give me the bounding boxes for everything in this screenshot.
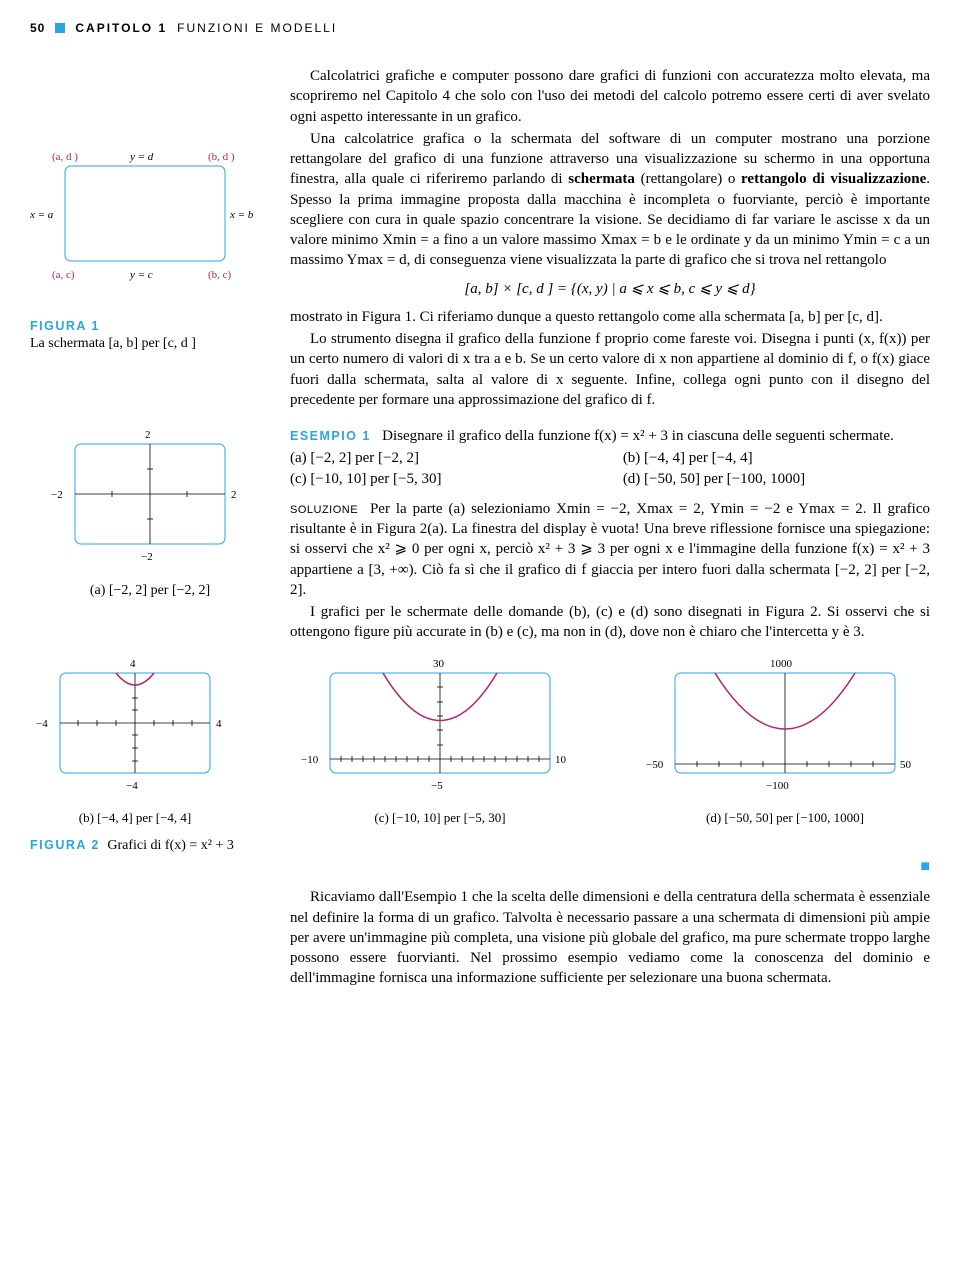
figure-2b-caption: (b) [−4, 4] per [−4, 4]: [30, 809, 240, 827]
figure-2d: 1000 −50 50 −100: [640, 655, 930, 805]
figure-1: (a, d ) y = d (b, d ) x = a x = b (a, c)…: [30, 66, 270, 412]
chapter-title: FUNZIONI E MODELLI: [177, 20, 337, 36]
fig1-corner-bd: (b, d ): [208, 151, 235, 163]
svg-text:50: 50: [900, 759, 912, 771]
example-1: ESEMPIO 1 Disegnare il grafico della fun…: [290, 426, 930, 446]
fig1-edge-xb: x = b: [229, 209, 254, 221]
example-parts-cd: (c) [−10, 10] per [−5, 30] (d) [−50, 50]…: [290, 469, 930, 489]
svg-text:1000: 1000: [770, 658, 793, 670]
paragraph-4: Lo strumento disegna il grafico della fu…: [290, 329, 930, 410]
figure-2-caption: Grafici di f(x) = x² + 3: [107, 838, 234, 853]
svg-text:−5: −5: [431, 780, 443, 792]
paragraph-3: mostrato in Figura 1. Ci riferiamo dunqu…: [290, 307, 930, 327]
page-header: 50 CAPITOLO 1 FUNZIONI E MODELLI: [30, 20, 930, 36]
fig1-corner-bc: (b, c): [208, 269, 232, 281]
figure-2-label: FIGURA 2: [30, 838, 100, 852]
svg-text:−4: −4: [36, 718, 48, 730]
figure-2a-caption: (a) [−2, 2] per [−2, 2]: [30, 582, 270, 601]
figure-1-caption: La schermata [a, b] per [c, d ]: [30, 335, 270, 354]
page-number: 50: [30, 20, 45, 36]
svg-text:30: 30: [433, 658, 445, 670]
svg-text:−10: −10: [301, 754, 319, 766]
figure-2d-caption: (d) [−50, 50] per [−100, 1000]: [640, 809, 930, 827]
header-square-icon: [55, 23, 65, 33]
solution-p2: I grafici per le schermate delle domande…: [290, 602, 930, 643]
figure-2a: 2 −2 2 −2: [45, 426, 255, 576]
solution-p1: SOLUZIONE Per la parte (a) selezioniamo …: [290, 499, 930, 600]
example-parts-ab: (a) [−2, 2] per [−2, 2] (b) [−4, 4] per …: [290, 448, 930, 468]
end-square-icon: ■: [30, 856, 930, 878]
main-text-top: Calcolatrici grafiche e computer possono…: [290, 66, 930, 412]
svg-text:2: 2: [145, 429, 151, 441]
svg-text:4: 4: [216, 718, 222, 730]
math-rectangle-def: [a, b] × [c, d ] = {(x, y) | a ⩽ x ⩽ b, …: [290, 279, 930, 299]
svg-text:−2: −2: [141, 551, 153, 563]
svg-text:2: 2: [231, 489, 237, 501]
closing-paragraph: Ricaviamo dall'Esempio 1 che la scelta d…: [290, 887, 930, 988]
svg-text:10: 10: [555, 754, 567, 766]
svg-text:−100: −100: [766, 780, 789, 792]
chapter-label: CAPITOLO 1: [75, 20, 167, 36]
fig1-edge-yd: y = d: [129, 151, 154, 163]
figure-2c: 30 −10 10 −5: [295, 655, 585, 805]
svg-text:−4: −4: [126, 780, 138, 792]
paragraph-1: Calcolatrici grafiche e computer possono…: [290, 66, 930, 127]
svg-text:−50: −50: [646, 759, 664, 771]
fig1-edge-yc: y = c: [129, 269, 153, 281]
fig1-edge-xa: x = a: [30, 209, 54, 221]
svg-text:4: 4: [130, 658, 136, 670]
fig1-corner-ad: (a, d ): [52, 151, 78, 163]
paragraph-2: Una calcolatrice grafica o la schermata …: [290, 129, 930, 271]
figure-1-label: FIGURA 1: [30, 318, 270, 335]
figure-2b: 4 −4 4 −4: [30, 655, 240, 805]
figure-2c-caption: (c) [−10, 10] per [−5, 30]: [295, 809, 585, 827]
svg-text:−2: −2: [51, 489, 63, 501]
fig1-corner-ac: (a, c): [52, 269, 75, 281]
